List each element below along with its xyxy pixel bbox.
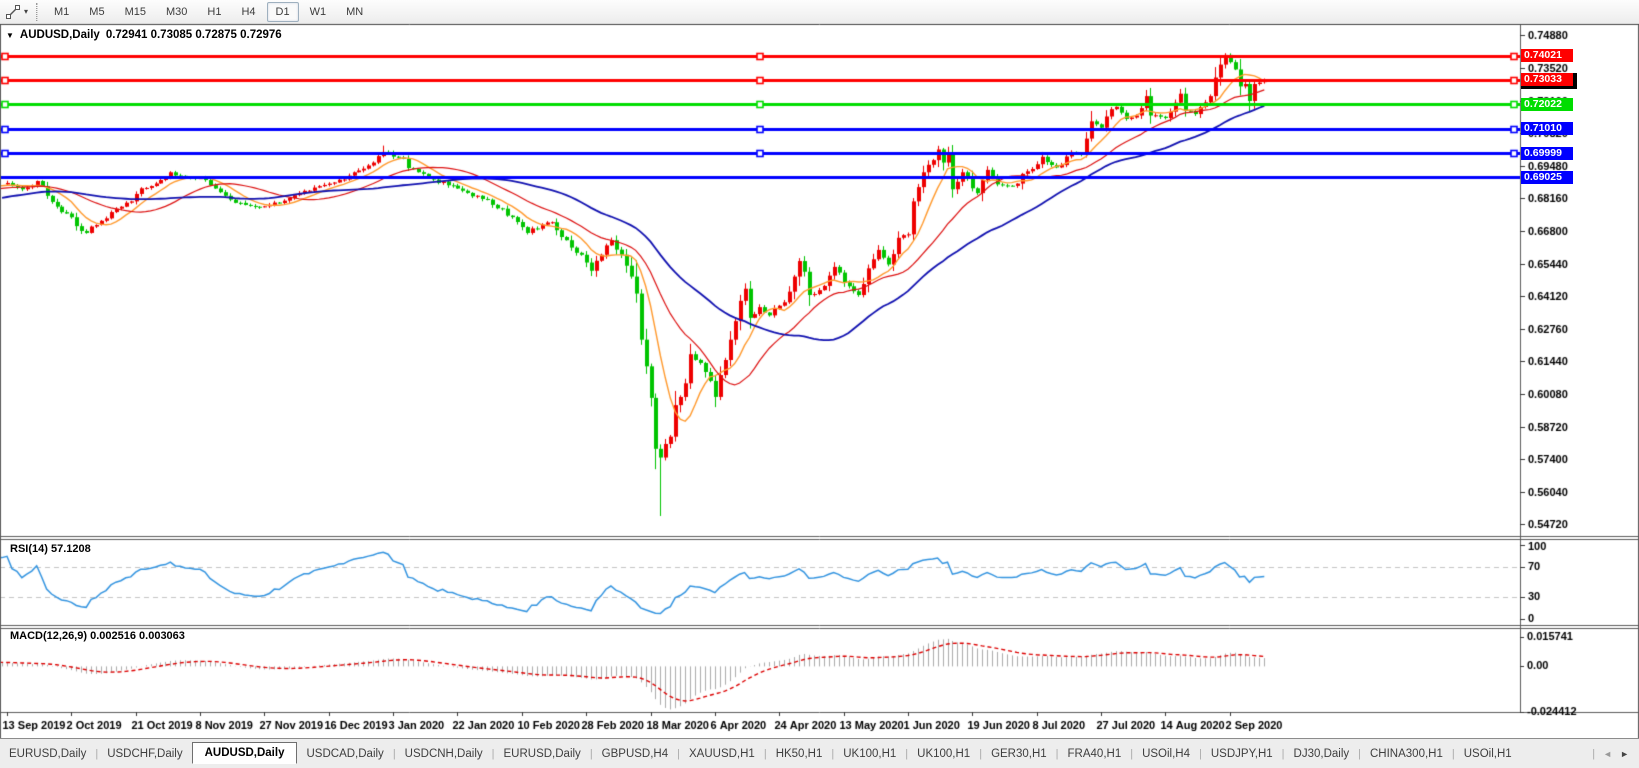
chart-tab-xauusd-h1[interactable]: XAUUSD,H1 bbox=[689, 747, 755, 760]
chart-tab-gbpusd-h4[interactable]: GBPUSD,H4 bbox=[601, 747, 669, 760]
chart-title: ▼ AUDUSD,Daily 0.72941 0.73085 0.72875 0… bbox=[6, 29, 282, 41]
chart-tab-china300-h1[interactable]: CHINA300,H1 bbox=[1370, 747, 1443, 760]
chart-quote-values: 0.72941 0.73085 0.72875 0.72976 bbox=[105, 29, 282, 41]
tab-scroll-left-icon[interactable]: ◄ bbox=[1603, 748, 1613, 759]
chart-symbol-label: AUDUSD,Daily bbox=[19, 29, 100, 41]
timeframe-button-m1[interactable]: M1 bbox=[54, 5, 70, 18]
timeframe-button-mn[interactable]: MN bbox=[346, 5, 364, 18]
rsi-name: RSI(14) bbox=[10, 543, 48, 555]
macd-name: MACD(12,26,9) bbox=[10, 630, 88, 642]
chart-tab-uk100-h1[interactable]: UK100,H1 bbox=[843, 747, 897, 760]
toolbar-grip[interactable] bbox=[36, 2, 39, 21]
rsi-indicator-label: RSI(14) 57.1208 bbox=[10, 543, 91, 555]
timeframe-button-h4[interactable]: H4 bbox=[241, 5, 256, 18]
chart-tab-eurusd-daily[interactable]: EURUSD,Daily bbox=[503, 747, 581, 760]
tab-separator: | bbox=[1451, 747, 1455, 760]
chart-tab-usdcnh-daily[interactable]: USDCNH,Daily bbox=[404, 747, 483, 760]
chart-tab-usoil-h4[interactable]: USOil,H4 bbox=[1142, 747, 1191, 760]
timeframe-toolbar: ▾ M1 M5 M15 M30 H1 H4 D1 W1 MN bbox=[0, 0, 1639, 24]
hline-price-label[interactable]: 0.69999 bbox=[1521, 146, 1573, 160]
tab-separator: | bbox=[763, 747, 767, 760]
chart-tab-usoil-h1[interactable]: USOil,H1 bbox=[1463, 747, 1512, 760]
tab-separator: | bbox=[1199, 747, 1202, 760]
tab-separator: | bbox=[392, 747, 396, 760]
chart-tab-dj30-daily[interactable]: DJ30,Daily bbox=[1293, 747, 1350, 760]
tab-separator: | bbox=[95, 747, 99, 760]
tab-separator: | bbox=[1130, 747, 1134, 760]
chart-tab-hk50-h1[interactable]: HK50,H1 bbox=[775, 747, 823, 760]
tab-separator: | bbox=[1592, 747, 1596, 760]
timeframe-button-m15[interactable]: M15 bbox=[124, 5, 146, 18]
chart-tab-usdjpy-h1[interactable]: USDJPY,H1 bbox=[1210, 747, 1273, 760]
macd-values: 0.002516 0.003063 bbox=[90, 630, 185, 642]
chart-tab-fra40-h1[interactable]: FRA40,H1 bbox=[1067, 747, 1122, 760]
chart-tab-usdcad-daily[interactable]: USDCAD,Daily bbox=[306, 747, 384, 760]
timeframe-button-h1[interactable]: H1 bbox=[207, 5, 222, 18]
chart-tab-eurusd-daily[interactable]: EURUSD,Daily bbox=[9, 747, 87, 760]
chart-window: ▼ AUDUSD,Daily 0.72941 0.73085 0.72875 0… bbox=[0, 24, 1639, 738]
hline-price-label[interactable]: 0.74021 bbox=[1521, 49, 1573, 63]
timeframe-buttons: M1 M5 M15 M30 H1 H4 D1 W1 MN bbox=[44, 1, 373, 22]
tab-separator: | bbox=[589, 747, 593, 760]
chart-tab-bar: EURUSD,Daily | USDCHF,Daily AUDUSD,Daily USD… bbox=[0, 738, 1639, 768]
tab-separator: | bbox=[491, 747, 495, 760]
tab-separator: | bbox=[831, 747, 835, 760]
timeframe-button-m30[interactable]: M30 bbox=[165, 5, 188, 18]
hline-price-label[interactable]: 0.71010 bbox=[1521, 122, 1573, 136]
chart-tab-uk100-h1[interactable]: UK100,H1 bbox=[917, 747, 971, 760]
tab-separator: | bbox=[1358, 747, 1361, 760]
hline-price-label[interactable]: 0.69025 bbox=[1521, 170, 1573, 184]
hline-price-label[interactable]: 0.72022 bbox=[1521, 97, 1573, 111]
chart-tab-usdchf-daily[interactable]: USDCHF,Daily bbox=[107, 747, 183, 760]
chart-title-arrow-icon[interactable]: ▼ bbox=[6, 30, 14, 40]
tab-separator: | bbox=[677, 747, 680, 760]
tool-dropdown-icon[interactable]: ▾ bbox=[24, 7, 29, 16]
timeframe-button-w1[interactable]: W1 bbox=[309, 5, 327, 18]
chart-tab-audusd-daily[interactable]: AUDUSD,Daily bbox=[191, 741, 298, 764]
tab-scroll-right-icon[interactable]: ► bbox=[1620, 748, 1629, 759]
tab-separator: | bbox=[905, 747, 909, 760]
hline-price-label[interactable]: 0.73033 bbox=[1521, 73, 1573, 87]
tab-separator: | bbox=[979, 747, 983, 760]
timeframe-button-d1[interactable]: D1 bbox=[266, 1, 299, 22]
timeframe-button-m5[interactable]: M5 bbox=[89, 5, 105, 18]
chart-canvas[interactable] bbox=[0, 24, 1639, 738]
chart-tab-ger30-h1[interactable]: GER30,H1 bbox=[991, 747, 1047, 760]
tab-separator: | bbox=[1281, 747, 1285, 760]
macd-indicator-label: MACD(12,26,9) 0.002516 0.003063 bbox=[10, 630, 185, 642]
trendline-tool-icon[interactable] bbox=[4, 3, 22, 21]
rsi-value: 57.1208 bbox=[50, 543, 91, 555]
tab-separator: | bbox=[1055, 747, 1059, 760]
